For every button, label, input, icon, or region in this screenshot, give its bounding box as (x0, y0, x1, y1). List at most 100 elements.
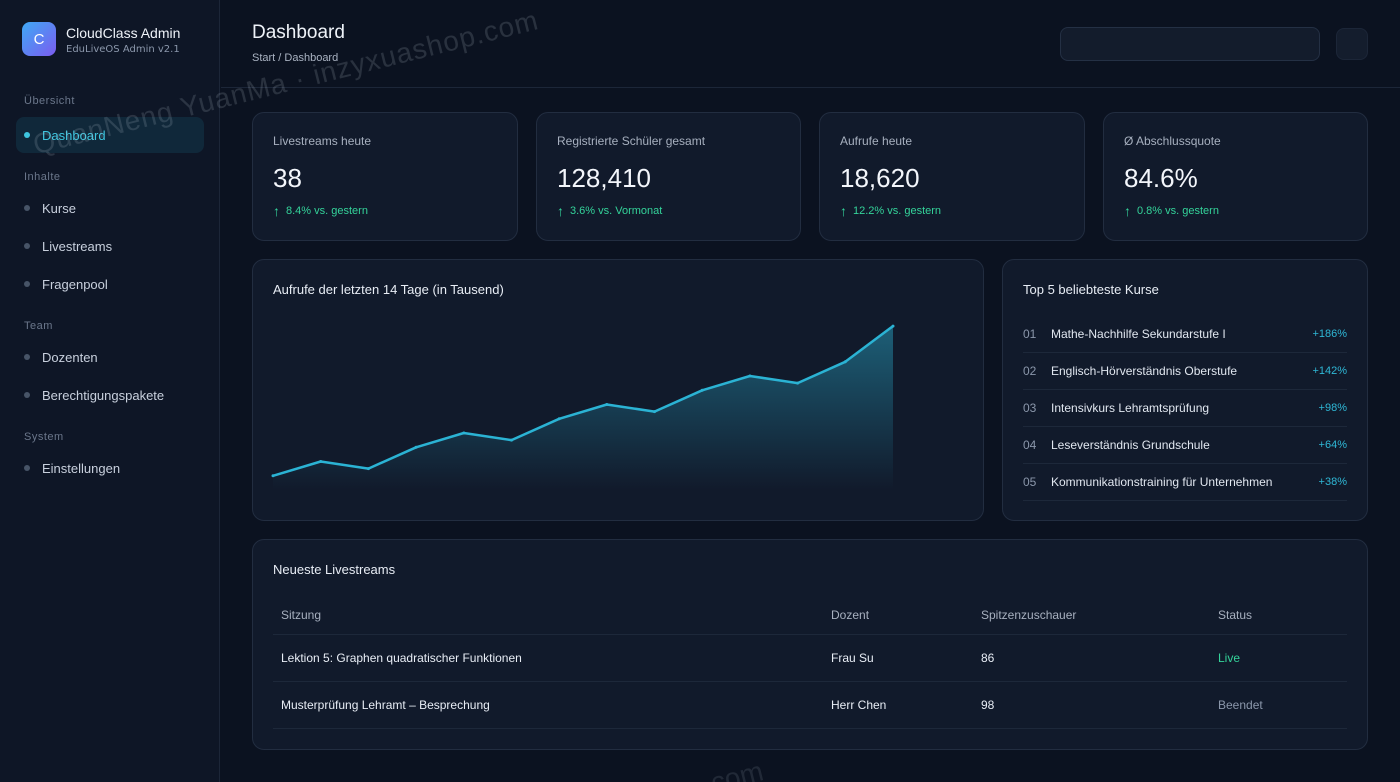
views-chart-card: Aufrufe der letzten 14 Tage (in Tausend) (252, 259, 984, 521)
sidebar-item-label: Berechtigungspakete (42, 387, 165, 403)
stat-card-livestreams: Livestreams heute 38 ↑ 8.4% vs. gestern (252, 112, 518, 241)
stat-change: ↑ 12.2% vs. gestern (840, 203, 941, 219)
header-action-button[interactable] (1336, 28, 1368, 60)
chart-point-13 (843, 360, 847, 364)
sidebar-item-label: Einstellungen (42, 460, 121, 476)
sidebar-item-label: Dashboard (42, 127, 106, 143)
bullet-icon (24, 205, 30, 211)
chart-point-4 (414, 445, 418, 449)
course-rank: 02 (1023, 364, 1037, 378)
stat-change-text: 8.4% vs. gestern (286, 205, 368, 217)
brand: C CloudClass Admin EduLiveOS Admin v2.1 (22, 22, 180, 56)
sidebar-item-permission-packages[interactable]: Berechtigungspakete (16, 377, 204, 413)
column-header: Spitzenzuschauer (981, 608, 1077, 622)
stat-change-text: 12.2% vs. gestern (853, 205, 942, 217)
stat-label: Livestreams heute (273, 134, 372, 148)
peak-viewers-cell: 98 (981, 698, 995, 712)
course-rank: 04 (1023, 438, 1037, 452)
stat-label: Aufrufe heute (840, 134, 913, 148)
stat-value: 38 (273, 163, 302, 193)
bullet-icon (24, 392, 30, 398)
course-change: +38% (1318, 476, 1347, 488)
course-rank: 03 (1023, 401, 1037, 415)
livestreams-card: Neueste Livestreams Sitzung Dozent Spitz… (252, 539, 1368, 750)
bullet-icon (24, 132, 30, 138)
sidebar-item-label: Dozenten (42, 349, 98, 365)
chart-point-1 (271, 474, 275, 478)
course-name: Englisch-Hörverständnis Oberstufe (1051, 364, 1238, 378)
stat-value: 18,620 (840, 163, 920, 193)
chart-point-12 (796, 381, 800, 385)
sidebar-item-settings[interactable]: Einstellungen (16, 450, 204, 486)
sidebar-item-label: Livestreams (42, 238, 113, 254)
session-cell: Musterprüfung Lehramt – Besprechung (281, 698, 490, 712)
top-courses-card: Top 5 beliebteste Kurse 01 Mathe-Nachhil… (1002, 259, 1368, 521)
sidebar-item-courses[interactable]: Kurse (16, 190, 204, 226)
course-rank: 05 (1023, 475, 1037, 489)
table-row[interactable]: Musterprüfung Lehramt – Besprechung Herr… (273, 682, 1347, 729)
views-area-chart (271, 324, 895, 490)
peak-viewers-cell: 86 (981, 651, 995, 665)
top-courses-list: 01 Mathe-Nachhilfe Sekundarstufe I +186%… (1023, 316, 1347, 501)
list-item[interactable]: 05 Kommunikationstraining für Unternehme… (1023, 464, 1347, 501)
sidebar-item-teachers[interactable]: Dozenten (16, 339, 204, 375)
sidebar-item-question-pool[interactable]: Fragenpool (16, 266, 204, 302)
course-rank: 01 (1023, 327, 1037, 341)
arrow-up-icon: ↑ (840, 203, 847, 219)
stat-change: ↑ 0.8% vs. gestern (1124, 203, 1219, 219)
course-name: Kommunikationstraining für Unternehmen (1051, 475, 1273, 489)
bullet-icon (24, 281, 30, 287)
livestreams-title: Neueste Livestreams (273, 562, 396, 577)
stat-value: 84.6% (1124, 163, 1198, 193)
chart-point-8 (605, 403, 609, 406)
watermark-bottom: .com (700, 755, 767, 782)
course-change: +98% (1318, 402, 1347, 414)
teacher-cell: Herr Chen (831, 698, 887, 712)
sidebar-item-dashboard[interactable]: Dashboard (16, 117, 204, 153)
course-change: +186% (1312, 328, 1347, 340)
list-item[interactable]: 01 Mathe-Nachhilfe Sekundarstufe I +186% (1023, 316, 1347, 353)
stat-value: 128,410 (557, 163, 651, 193)
breadcrumb: Start / Dashboard (252, 52, 339, 64)
nav-section-team: Team (24, 320, 53, 332)
session-cell: Lektion 5: Graphen quadratischer Funktio… (281, 651, 522, 665)
chart-point-5 (462, 431, 466, 435)
course-change: +142% (1312, 365, 1347, 377)
column-header: Status (1218, 608, 1253, 622)
sidebar: C CloudClass Admin EduLiveOS Admin v2.1 … (0, 0, 220, 782)
bullet-icon (24, 354, 30, 360)
list-item[interactable]: 03 Intensivkurs Lehramtsprüfung +98% (1023, 390, 1347, 427)
status-badge: Beendet (1218, 698, 1263, 712)
stat-change-text: 0.8% vs. gestern (1137, 205, 1219, 217)
table-row[interactable]: Lektion 5: Graphen quadratischer Funktio… (273, 635, 1347, 682)
brand-subtitle: EduLiveOS Admin v2.1 (66, 43, 180, 55)
page-header: Dashboard Start / Dashboard (221, 0, 1400, 88)
sidebar-item-livestreams[interactable]: Livestreams (16, 228, 204, 264)
stat-label: Ø Abschlussquote (1124, 134, 1221, 148)
chart-area-fill (273, 326, 893, 490)
arrow-up-icon: ↑ (557, 203, 564, 219)
course-name: Mathe-Nachhilfe Sekundarstufe I (1051, 327, 1226, 341)
status-badge: Live (1218, 651, 1241, 665)
search-input[interactable] (1060, 27, 1320, 61)
chart-point-14 (891, 324, 895, 328)
arrow-up-icon: ↑ (1124, 203, 1131, 219)
sidebar-item-label: Fragenpool (42, 276, 108, 292)
stat-change: ↑ 8.4% vs. gestern (273, 203, 368, 219)
sidebar-nav: Übersicht Dashboard Inhalte Kurse Livest… (16, 94, 204, 486)
stat-card-students: Registrierte Schüler gesamt 128,410 ↑ 3.6… (536, 112, 801, 241)
chart-title: Aufrufe der letzten 14 Tage (in Tausend) (273, 282, 504, 297)
nav-section-system: System (24, 431, 64, 443)
logo: C (22, 22, 56, 56)
chart-point-10 (700, 388, 704, 392)
column-header: Dozent (831, 608, 870, 622)
stat-card-completion: Ø Abschlussquote 84.6% ↑ 0.8% vs. gestern (1103, 112, 1368, 241)
bullet-icon (24, 465, 30, 471)
list-item[interactable]: 04 Leseverständnis Grundschule +64% (1023, 427, 1347, 464)
course-change: +64% (1318, 439, 1347, 451)
stat-change-text: 3.6% vs. Vormonat (570, 205, 663, 217)
course-name: Leseverständnis Grundschule (1051, 438, 1210, 452)
stat-label: Registrierte Schüler gesamt (557, 134, 706, 148)
table-header: Sitzung Dozent Spitzenzuschauer Status (273, 596, 1347, 635)
list-item[interactable]: 02 Englisch-Hörverständnis Oberstufe +14… (1023, 353, 1347, 390)
